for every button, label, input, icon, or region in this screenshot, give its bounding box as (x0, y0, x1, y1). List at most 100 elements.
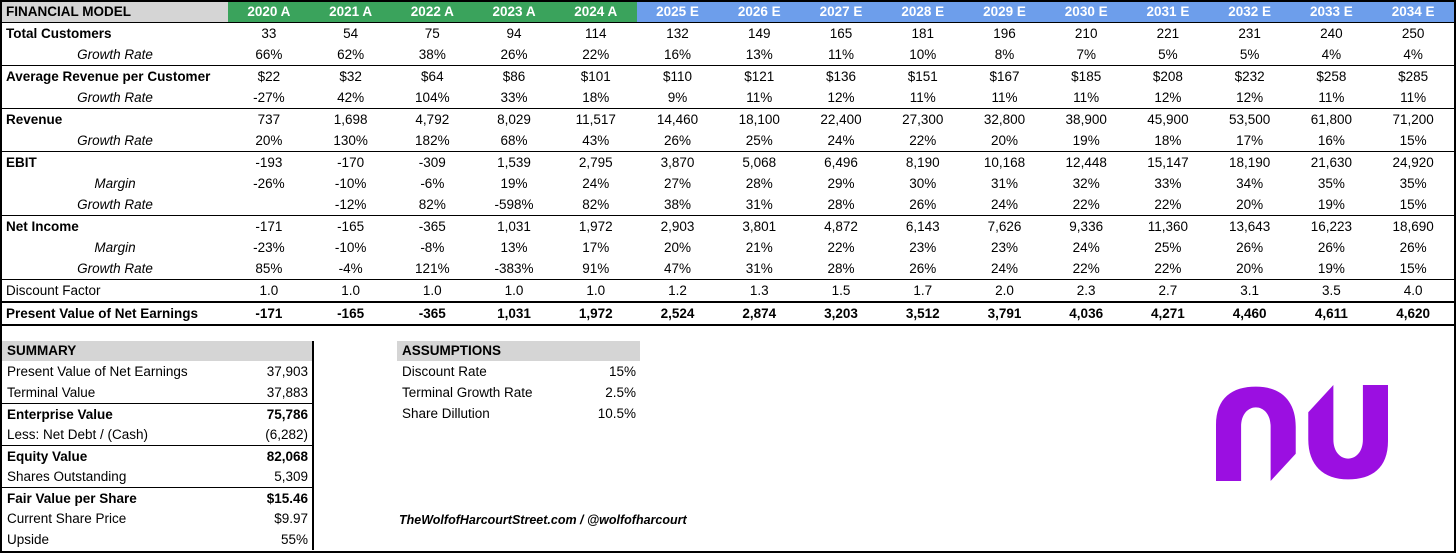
model-value-cell[interactable]: 4% (1321, 47, 1342, 62)
model-value-cell[interactable]: 4,036 (1069, 306, 1104, 321)
summary-row-value[interactable]: $9.97 (274, 511, 308, 526)
model-value-cell[interactable]: 35% (1317, 176, 1345, 191)
model-value-cell[interactable]: 221 (1156, 26, 1180, 41)
model-row-label[interactable]: Net Income (6, 219, 79, 234)
model-value-cell[interactable]: 121% (415, 261, 450, 276)
model-value-cell[interactable]: 62% (337, 47, 365, 62)
year-header-cell[interactable]: 2030 E (1045, 2, 1128, 22)
model-value-cell[interactable]: 7% (1076, 47, 1096, 62)
model-value-cell[interactable]: 33% (1154, 176, 1182, 191)
model-value-cell[interactable]: 11% (1400, 90, 1427, 105)
model-value-cell[interactable]: -365 (418, 219, 446, 234)
summary-row-label[interactable]: Current Share Price (7, 511, 127, 526)
model-value-cell[interactable]: 17% (1236, 133, 1264, 148)
model-value-cell[interactable]: 4% (1403, 47, 1423, 62)
model-value-cell[interactable]: 35% (1399, 176, 1427, 191)
model-value-cell[interactable]: 15% (1399, 261, 1427, 276)
model-value-cell[interactable]: 2.3 (1076, 283, 1096, 298)
model-value-cell[interactable]: 4,611 (1314, 306, 1348, 321)
model-value-cell[interactable]: 22% (582, 47, 610, 62)
model-value-cell[interactable]: 19% (1317, 197, 1345, 212)
model-value-cell[interactable]: 181 (911, 26, 934, 41)
model-value-cell[interactable]: 18,100 (738, 112, 780, 127)
model-value-cell[interactable]: -598% (494, 197, 534, 212)
model-value-cell[interactable]: 82% (582, 197, 610, 212)
model-value-cell[interactable]: 32,800 (983, 112, 1026, 127)
model-value-cell[interactable]: 16% (664, 47, 692, 62)
model-value-cell[interactable]: 85% (255, 261, 283, 276)
model-value-cell[interactable]: 29% (827, 176, 855, 191)
model-value-cell[interactable]: -383% (494, 261, 534, 276)
model-value-cell[interactable]: 26% (1399, 240, 1427, 255)
model-value-cell[interactable]: 2.7 (1158, 283, 1178, 298)
model-value-cell[interactable]: 1.0 (259, 283, 279, 298)
model-value-cell[interactable]: 19% (500, 176, 528, 191)
model-value-cell[interactable]: -193 (255, 155, 283, 170)
year-header-cell[interactable]: 2025 E (636, 2, 719, 22)
model-value-cell[interactable]: 20% (1236, 261, 1264, 276)
model-value-cell[interactable]: 240 (1320, 26, 1343, 41)
year-header-cell[interactable]: 2028 E (881, 2, 964, 22)
model-value-cell[interactable]: 2,795 (578, 155, 613, 170)
model-value-cell[interactable]: 24% (1072, 240, 1100, 255)
model-row-label[interactable]: Discount Factor (6, 283, 101, 298)
summary-row-value[interactable]: 5,309 (274, 469, 308, 484)
model-value-cell[interactable]: -26% (253, 176, 285, 191)
year-header-cell[interactable]: 2020 A (228, 2, 310, 22)
model-value-cell[interactable]: 53,500 (1229, 112, 1271, 127)
model-value-cell[interactable]: 38% (418, 47, 446, 62)
model-value-cell[interactable]: $151 (907, 69, 938, 84)
model-value-cell[interactable]: 1.3 (749, 283, 769, 298)
model-value-cell[interactable]: 130% (333, 133, 368, 148)
model-row-label[interactable]: Growth Rate (77, 90, 153, 105)
summary-row-value[interactable]: 37,903 (266, 364, 308, 379)
model-value-cell[interactable]: 11,517 (575, 112, 616, 127)
model-value-cell[interactable]: 20% (664, 240, 692, 255)
model-value-cell[interactable]: 22% (1072, 197, 1100, 212)
model-value-cell[interactable]: 3,870 (660, 155, 695, 170)
summary-row-label[interactable]: Less: Net Debt / (Cash) (7, 427, 149, 442)
model-value-cell[interactable]: -309 (418, 155, 446, 170)
model-value-cell[interactable]: 3.1 (1240, 283, 1260, 298)
model-row-label[interactable]: Present Value of Net Earnings (6, 306, 199, 321)
model-value-cell[interactable]: 34% (1236, 176, 1264, 191)
model-value-cell[interactable]: 26% (909, 261, 937, 276)
model-value-cell[interactable]: -165 (337, 219, 365, 234)
model-value-cell[interactable]: 9,336 (1069, 219, 1104, 234)
model-value-cell[interactable]: 1,972 (578, 219, 613, 234)
model-value-cell[interactable]: 2.0 (995, 283, 1014, 298)
model-value-cell[interactable]: 12,448 (1065, 155, 1107, 170)
model-value-cell[interactable]: 24% (827, 133, 855, 148)
year-header-cell[interactable]: 2022 A (391, 2, 474, 22)
model-value-cell[interactable]: 45,900 (1147, 112, 1189, 127)
model-row-label[interactable]: Total Customers (6, 26, 112, 41)
summary-row-label[interactable]: Upside (7, 532, 50, 547)
model-value-cell[interactable]: 1.0 (341, 283, 360, 298)
model-value-cell[interactable]: 24,920 (1392, 155, 1434, 170)
model-value-cell[interactable]: 737 (257, 112, 281, 127)
model-value-cell[interactable]: $101 (580, 69, 611, 84)
model-value-cell[interactable]: 33% (500, 90, 528, 105)
model-value-cell[interactable]: 25% (1154, 240, 1182, 255)
model-value-cell[interactable]: 22% (1072, 261, 1100, 276)
model-value-cell[interactable]: 91% (582, 261, 610, 276)
model-value-cell[interactable]: -10% (334, 176, 367, 191)
model-value-cell[interactable]: 23% (990, 240, 1018, 255)
model-row-label[interactable]: Revenue (6, 112, 63, 127)
model-value-cell[interactable]: 4,460 (1232, 306, 1267, 321)
model-value-cell[interactable]: 20% (1236, 197, 1264, 212)
model-value-cell[interactable]: 15,147 (1147, 155, 1189, 170)
model-value-cell[interactable]: 11% (1073, 90, 1100, 105)
model-value-cell[interactable]: 2,524 (660, 306, 695, 321)
model-value-cell[interactable]: $86 (502, 69, 526, 84)
model-value-cell[interactable]: $64 (421, 69, 444, 84)
model-value-cell[interactable]: 3,512 (905, 306, 940, 321)
summary-row-value[interactable]: 82,068 (266, 449, 308, 464)
year-header-cell[interactable]: 2027 E (800, 2, 882, 22)
model-value-cell[interactable]: 26% (909, 197, 937, 212)
model-value-cell[interactable]: -8% (420, 240, 445, 255)
model-value-cell[interactable] (228, 194, 310, 215)
model-value-cell[interactable]: 3,203 (824, 306, 858, 321)
model-value-cell[interactable]: 20% (255, 133, 283, 148)
model-value-cell[interactable]: $121 (744, 69, 775, 84)
